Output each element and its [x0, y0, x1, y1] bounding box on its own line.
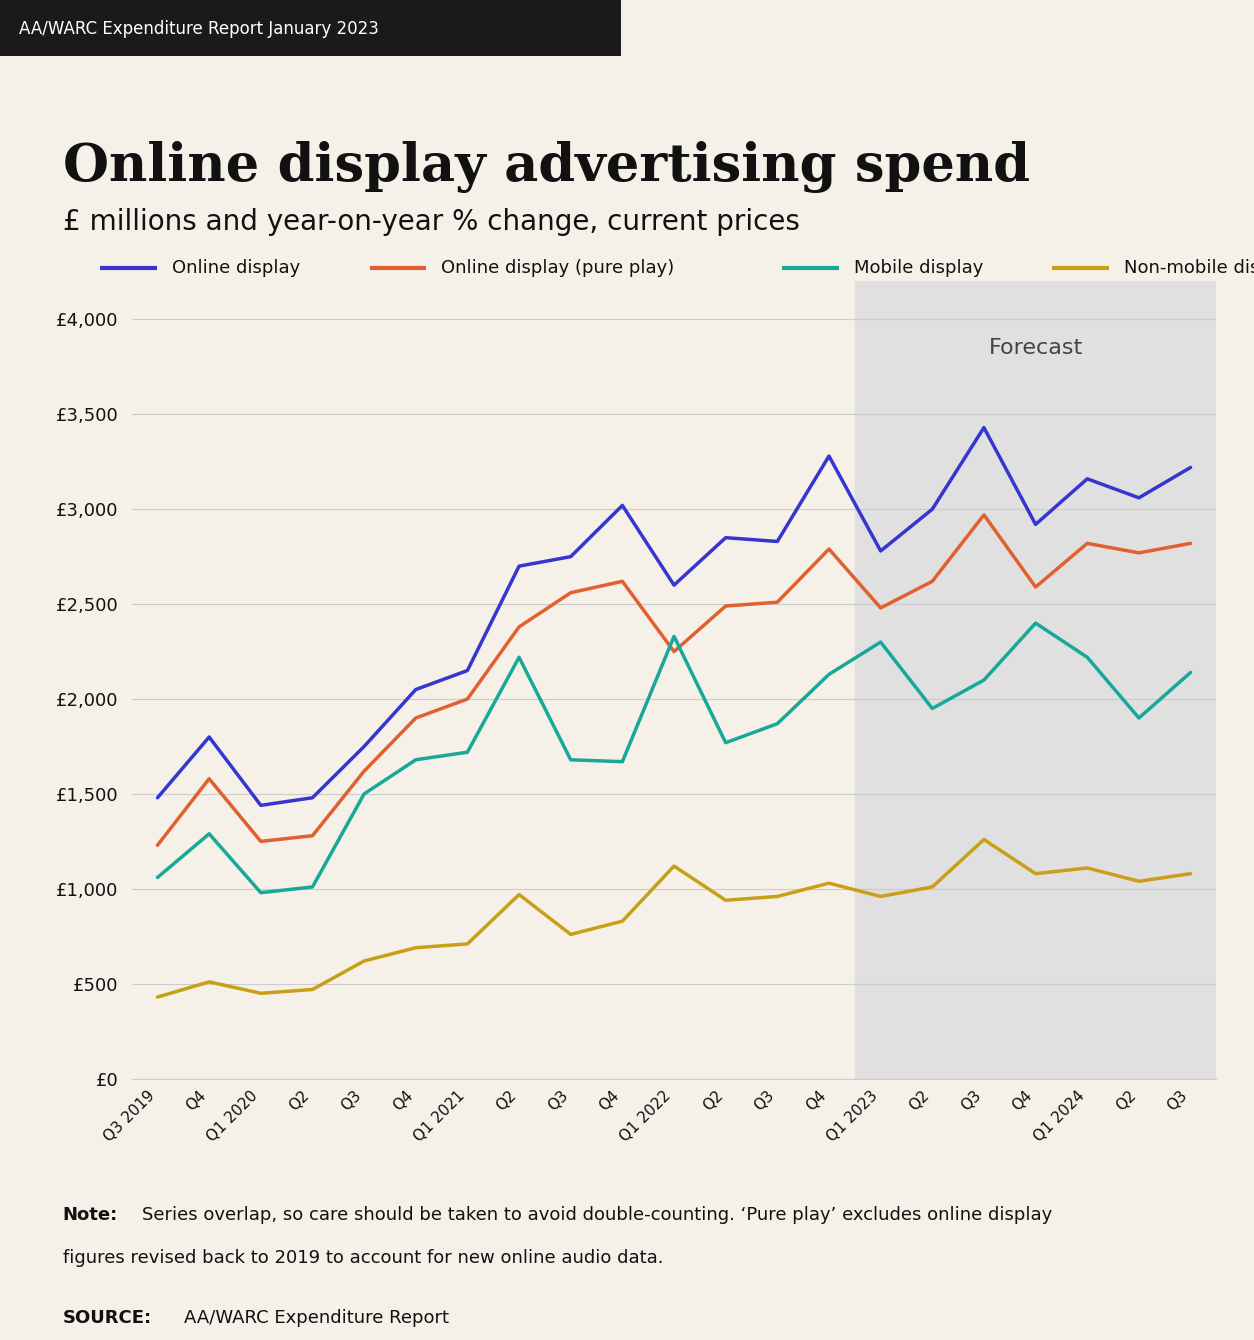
Text: Non-mobile display: Non-mobile display: [1124, 259, 1254, 277]
Text: Online display: Online display: [172, 259, 300, 277]
Text: figures revised back to 2019 to account for new online audio data.: figures revised back to 2019 to account …: [63, 1249, 663, 1266]
Bar: [855, 281, 1216, 1079]
Text: Online display advertising spend: Online display advertising spend: [63, 141, 1030, 193]
Text: Mobile display: Mobile display: [854, 259, 983, 277]
Text: Forecast: Forecast: [988, 338, 1082, 358]
Text: £ millions and year-on-year % change, current prices: £ millions and year-on-year % change, cu…: [63, 208, 800, 236]
Text: AA/WARC Expenditure Report: AA/WARC Expenditure Report: [184, 1309, 449, 1327]
Text: Online display (pure play): Online display (pure play): [441, 259, 675, 277]
Text: AA/WARC Expenditure Report January 2023: AA/WARC Expenditure Report January 2023: [19, 20, 379, 38]
Text: Note:: Note:: [63, 1206, 118, 1223]
Text: SOURCE:: SOURCE:: [63, 1309, 152, 1327]
Text: Series overlap, so care should be taken to avoid double-counting. ‘Pure play’ ex: Series overlap, so care should be taken …: [142, 1206, 1052, 1223]
